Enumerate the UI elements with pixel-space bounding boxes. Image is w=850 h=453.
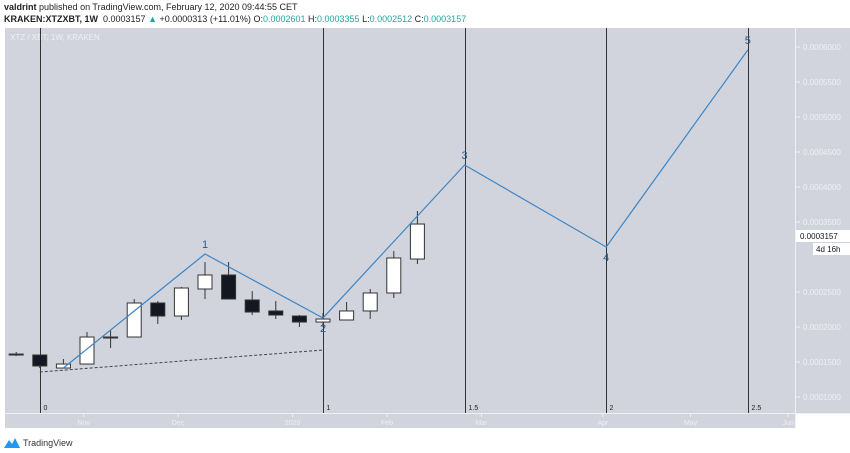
candle [339,302,355,321]
candle-body [79,336,95,365]
candle-body [409,223,425,260]
candle [244,291,260,316]
candle-body [291,315,307,323]
candle [150,301,166,324]
candle [103,330,119,348]
tradingview-logo-icon [4,438,20,448]
publish-info: valdrint published on TradingView.com, F… [4,2,298,12]
open-label: O: [253,14,263,24]
close-value: 0.0003157 [423,14,467,24]
price-axis [796,28,850,413]
candle [8,351,24,356]
candle-body [339,310,355,321]
wave-label: 5 [745,35,751,47]
candle [32,354,48,369]
up-arrow-icon: ▲ [148,14,157,24]
candle-body [197,274,213,290]
candle [197,261,213,299]
fib-time-label: 2 [610,405,614,412]
y-tick-label: 0.0003500 [803,218,841,227]
low-value: 0.0002512 [369,14,413,24]
bar-countdown: 4d 16h [816,245,840,254]
wave-label: 3 [462,150,468,162]
y-tick-label: 0.0004000 [803,183,841,192]
watermark: XTZ / XBT, 1W, KRAKEN [10,33,100,42]
candle-body [150,302,166,317]
candle [221,261,237,300]
candle [173,287,189,320]
fib-time-label: 1 [327,405,331,412]
x-tick-label: 2020 [285,420,301,427]
high-label: H: [308,14,318,24]
y-tick-label: 0.0006000 [803,43,841,52]
candle-body [126,302,142,338]
wave-label: 2 [320,323,326,335]
y-tick-label: 0.0005000 [803,113,841,122]
fib-time-label: 1.5 [469,405,479,412]
y-tick-label: 0.0002500 [803,288,841,297]
x-tick-label: Nov [77,420,90,427]
candle-body [8,353,24,356]
footer: TradingView [4,437,73,448]
high-value: 0.0003355 [317,14,360,24]
fib-time-label: 2.5 [752,405,762,412]
elliott-wave-line [63,49,749,369]
close-label: C: [414,14,424,24]
y-tick-label: 0.0002000 [803,323,841,332]
x-tick-label: Dec [172,420,185,427]
current-price-label-bg [796,230,850,243]
last-price: 0.0003157 [103,14,146,24]
candle [409,211,425,264]
low-label: L: [362,14,370,24]
candle-body [268,310,284,316]
fib-time-label: 0 [44,405,48,412]
candle [386,250,402,299]
symbol-info: KRAKEN:XTZXBT, 1W 0.0003157 ▲ +0.0000313… [4,14,466,24]
x-tick-label: Jun [783,420,794,427]
candle-body [173,287,189,317]
candle-body [221,274,237,300]
published-text: published on TradingView.com, February 1… [39,2,298,12]
x-tick-label: Feb [381,420,393,427]
symbol: KRAKEN:XTZXBT, 1W [4,14,98,24]
price-chart[interactable]: XTZ / XBT, 1W, KRAKEN 0.0006000 0.0005500 0… [0,0,850,430]
candle-body [103,336,119,339]
candle [268,301,284,320]
y-tick-label: 0.0001000 [803,393,841,402]
current-price-label: 0.0003157 [800,232,838,241]
candle-body [315,318,331,323]
time-axis [5,414,795,428]
open-value: 0.0002601 [262,14,306,24]
plot-area [5,28,795,413]
candle-body [362,292,378,312]
x-tick-label: Mar [475,420,488,427]
countdown-bg [813,243,850,256]
change: +0.0000313 (+11.01%) [159,14,251,24]
candle [126,299,142,338]
wave-label: 1 [202,239,208,251]
candle [79,331,95,365]
candle-body [32,354,48,367]
y-tick-label: 0.0005500 [803,78,841,87]
y-tick-label: 0.0004500 [803,148,841,157]
candle [362,288,378,320]
wave-label: 4 [603,252,609,264]
y-tick-label: 0.0001500 [803,358,841,367]
author[interactable]: valdrint [4,2,37,12]
x-tick-label: Apr [597,420,609,427]
candle-body [244,299,260,313]
brand-name[interactable]: TradingView [23,437,73,448]
dashed-trendline [39,349,324,373]
x-tick-label: May [684,420,698,427]
candle [291,315,307,327]
candle-body [386,257,402,294]
candle [315,313,331,327]
